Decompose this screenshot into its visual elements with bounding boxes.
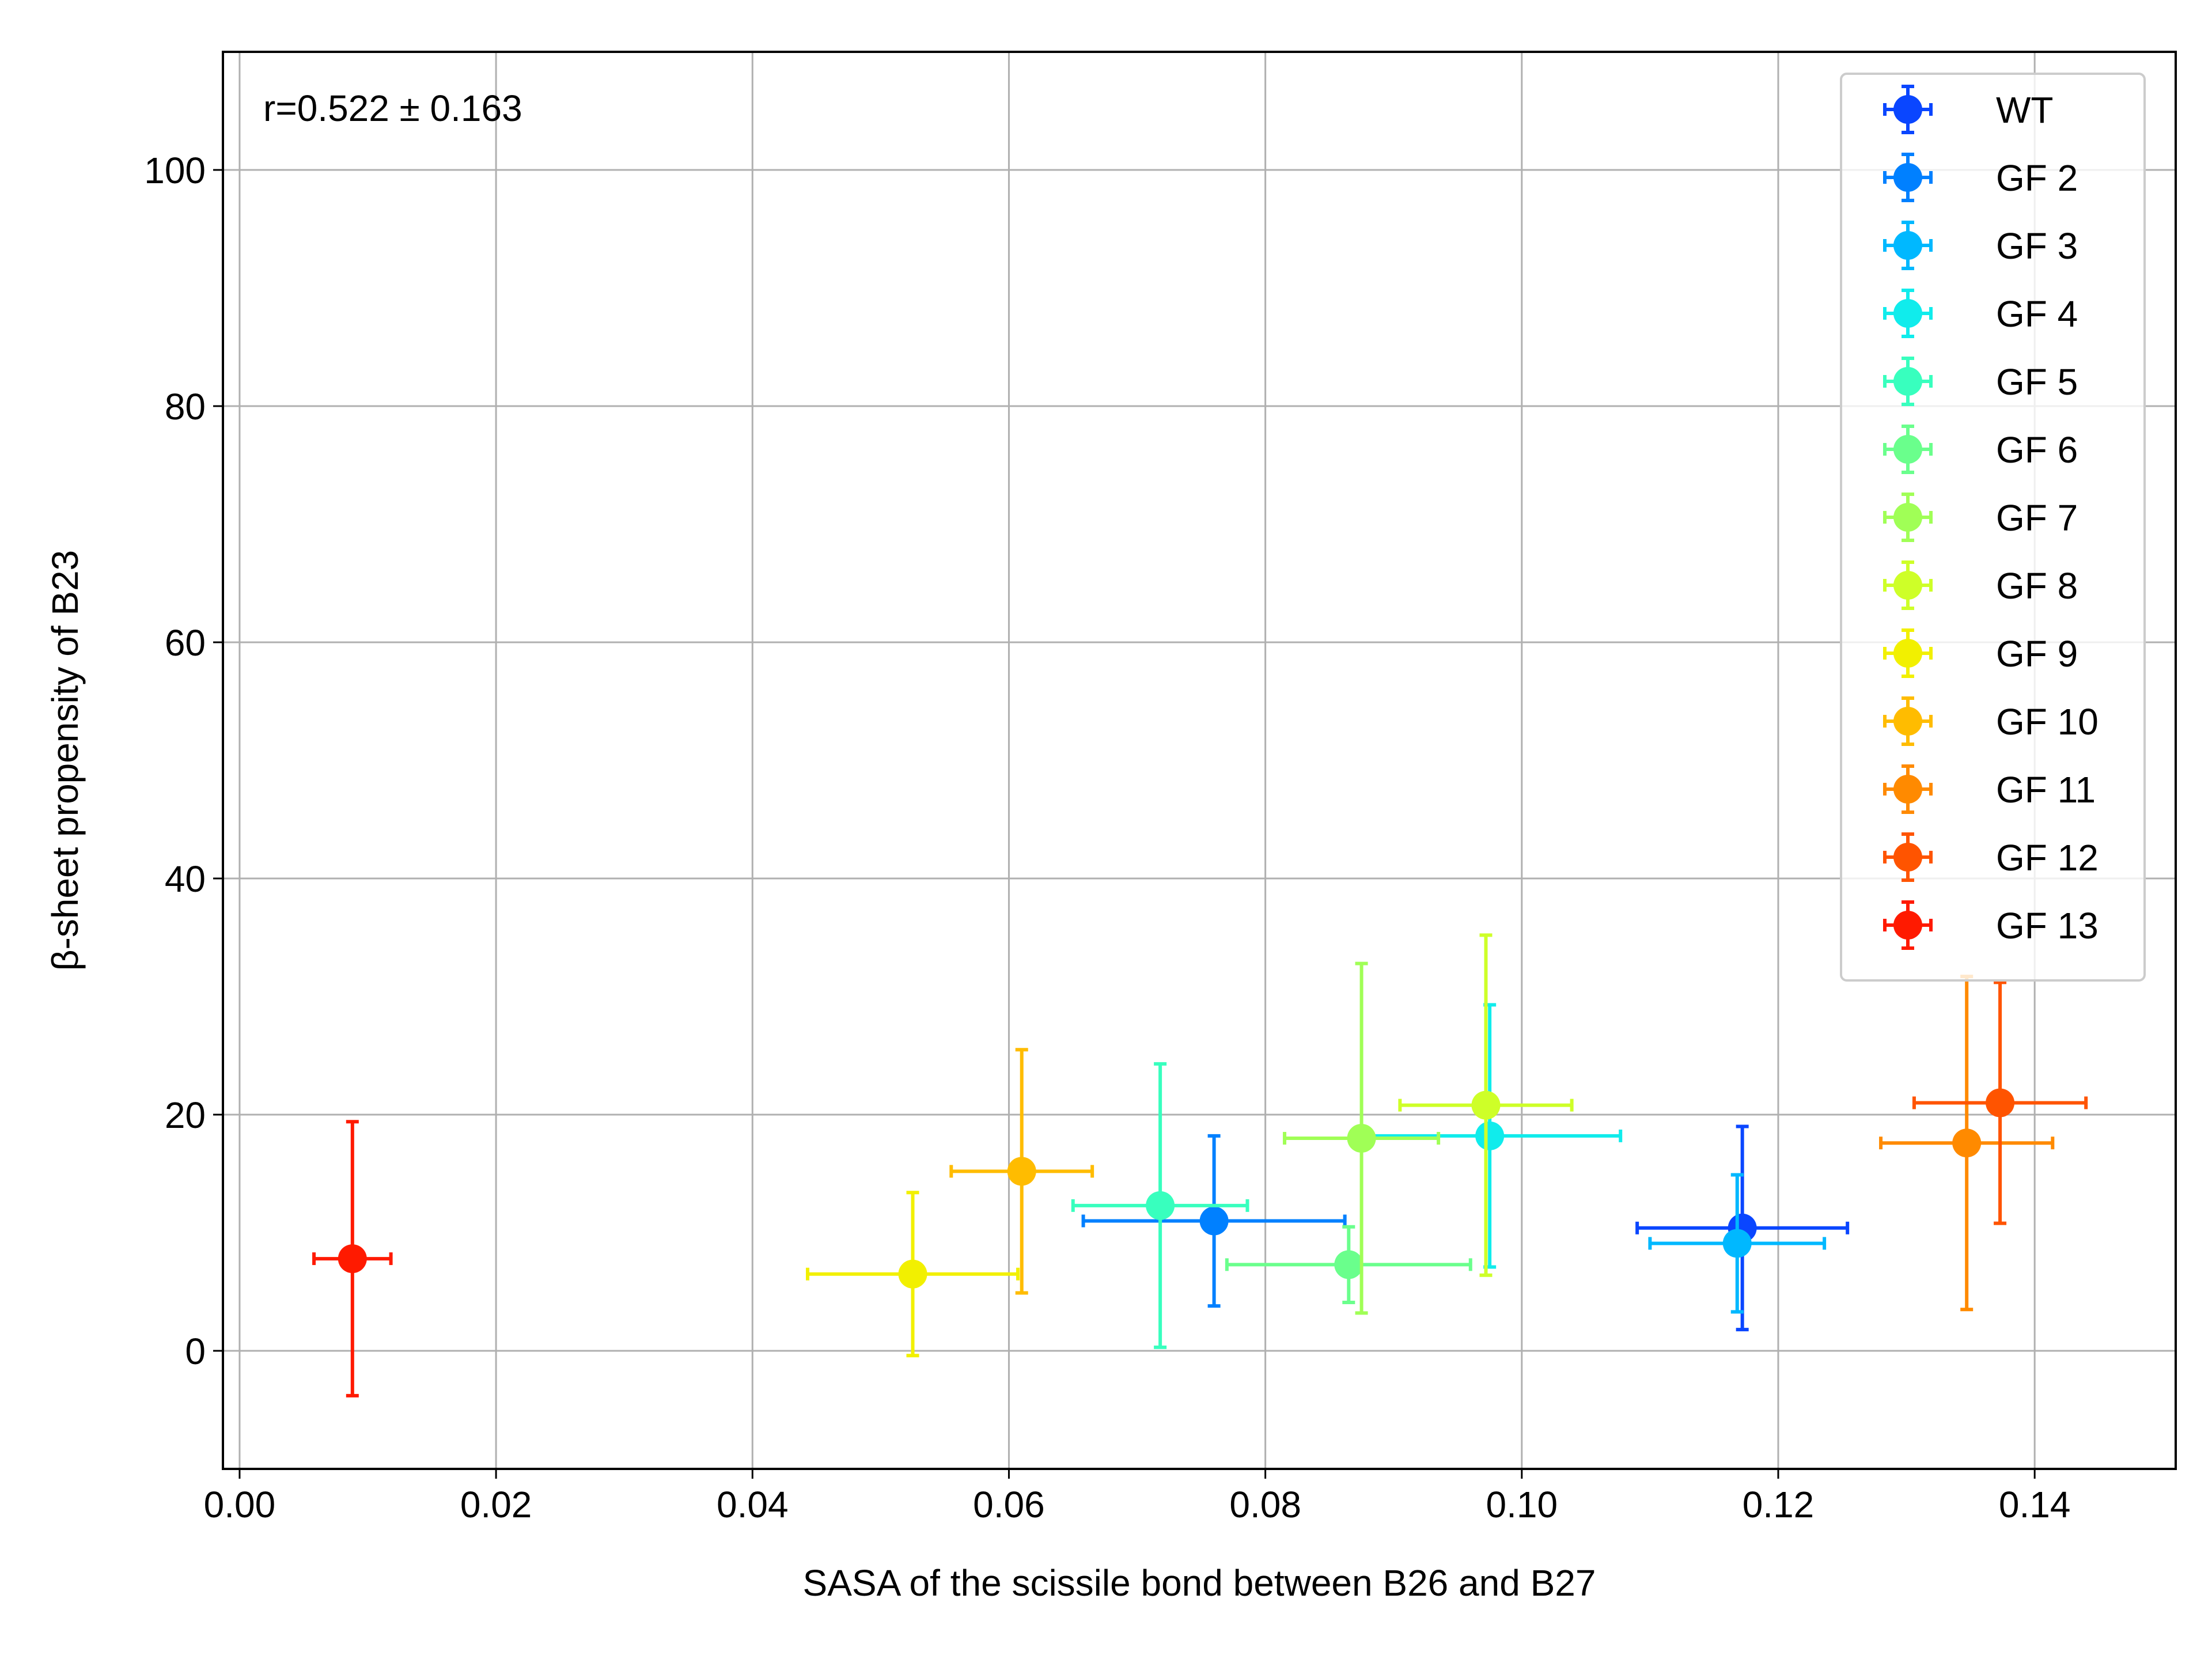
legend-item: GF 8 <box>1883 560 2078 610</box>
legend-items: WT GF 2 GF 3 GF 4 GF 5 GF 6 GF 7 GF 8 GF 9 GF 10 G… <box>1883 85 2099 950</box>
data-point <box>1347 1124 1376 1153</box>
legend-item: GF 11 <box>1883 764 2096 814</box>
legend-marker <box>1893 843 1922 872</box>
x-axis-ticks: 0.00 0.02 0.04 0.06 0.08 0.10 0.12 0.14 <box>204 1469 2071 1525</box>
legend-marker <box>1893 911 1922 940</box>
legend-item: GF 3 <box>1883 221 2078 270</box>
series-gf-3 <box>1648 1173 1827 1314</box>
legend-label: WT <box>1996 89 2054 131</box>
data-point <box>1986 1088 2015 1118</box>
series-gf-6 <box>1225 1225 1472 1304</box>
data-series <box>312 933 2088 1397</box>
series-gf-8 <box>1398 933 1574 1277</box>
data-point <box>1007 1157 1036 1186</box>
correlation-annotation: r=0.522 ± 0.163 <box>263 88 522 129</box>
legend-marker <box>1893 299 1922 328</box>
legend-item: GF 9 <box>1883 628 2078 678</box>
x-tick-label: 0.02 <box>460 1484 532 1525</box>
legend-label: GF 2 <box>1996 157 2078 199</box>
legend-label: GF 3 <box>1996 225 2078 267</box>
x-tick-label: 0.10 <box>1486 1484 1558 1525</box>
x-tick-label: 0.06 <box>973 1484 1045 1525</box>
legend-label: GF 5 <box>1996 361 2078 403</box>
legend-item: GF 12 <box>1883 832 2099 882</box>
legend-item: GF 10 <box>1883 696 2099 746</box>
data-point <box>338 1244 367 1274</box>
x-axis-label: SASA of the scissile bond between B26 an… <box>803 1562 1596 1604</box>
legend-item: GF 4 <box>1883 289 2078 338</box>
legend: WT GF 2 GF 3 GF 4 GF 5 GF 6 GF 7 GF 8 GF 9 GF 10 G… <box>1840 73 2146 982</box>
legend-label: GF 11 <box>1996 769 2096 810</box>
legend-item: GF 6 <box>1883 425 2078 474</box>
series-gf-9 <box>805 1191 1020 1358</box>
y-tick-label: 20 <box>165 1094 206 1136</box>
x-tick-label: 0.12 <box>1743 1484 1815 1525</box>
legend-label: GF 9 <box>1996 633 2078 675</box>
legend-item: WT <box>1883 85 2054 134</box>
legend-marker <box>1893 503 1922 532</box>
series-gf-12 <box>1912 980 2088 1225</box>
y-axis-label: β-sheet propensity of B23 <box>44 550 86 971</box>
legend-marker <box>1893 367 1922 396</box>
series-gf-2 <box>1081 1134 1347 1308</box>
series-gf-4 <box>1357 1003 1623 1269</box>
series-gf-5 <box>1071 1062 1249 1349</box>
legend-label: GF 4 <box>1996 293 2078 335</box>
legend-marker <box>1893 435 1922 464</box>
series-gf-10 <box>949 1048 1094 1295</box>
data-point <box>1471 1090 1501 1120</box>
x-tick-label: 0.08 <box>1229 1484 1301 1525</box>
y-tick-label: 60 <box>165 622 206 664</box>
legend-item: GF 5 <box>1883 357 2078 406</box>
series-gf-13 <box>312 1120 393 1397</box>
legend-box <box>1840 73 2146 982</box>
legend-marker <box>1893 231 1922 260</box>
x-tick-label: 0.14 <box>1999 1484 2071 1525</box>
data-point <box>1952 1128 1982 1158</box>
legend-label: GF 12 <box>1996 837 2099 878</box>
series-gf-7 <box>1283 961 1441 1315</box>
series-wt <box>1635 1124 1850 1332</box>
series-gf-11 <box>1879 975 2055 1312</box>
x-tick-label: 0.04 <box>717 1484 789 1525</box>
legend-item: GF 13 <box>1883 900 2099 950</box>
data-point <box>1199 1206 1229 1236</box>
y-tick-label: 100 <box>144 150 206 191</box>
x-tick-label: 0.00 <box>204 1484 276 1525</box>
legend-label: GF 10 <box>1996 701 2099 743</box>
data-point <box>898 1259 927 1289</box>
legend-item: GF 7 <box>1883 493 2078 542</box>
data-point <box>1334 1250 1363 1279</box>
legend-label: GF 7 <box>1996 497 2078 539</box>
legend-marker <box>1893 639 1922 668</box>
y-tick-label: 80 <box>165 386 206 427</box>
plot-frame <box>222 51 2177 1470</box>
legend-marker <box>1893 775 1922 804</box>
legend-label: GF 13 <box>1996 905 2099 946</box>
legend-marker <box>1893 95 1922 124</box>
data-point <box>1146 1191 1175 1220</box>
legend-label: GF 8 <box>1996 565 2078 607</box>
legend-marker <box>1893 571 1922 600</box>
y-tick-label: 0 <box>185 1331 206 1372</box>
legend-marker <box>1893 163 1922 192</box>
legend-item: GF 2 <box>1883 153 2078 202</box>
legend-label: GF 6 <box>1996 429 2078 471</box>
data-point <box>1475 1121 1505 1150</box>
data-point <box>1722 1229 1752 1258</box>
y-tick-label: 40 <box>165 858 206 900</box>
legend-marker <box>1893 707 1922 736</box>
y-axis-ticks: 0 20 40 60 80 100 <box>144 150 223 1372</box>
